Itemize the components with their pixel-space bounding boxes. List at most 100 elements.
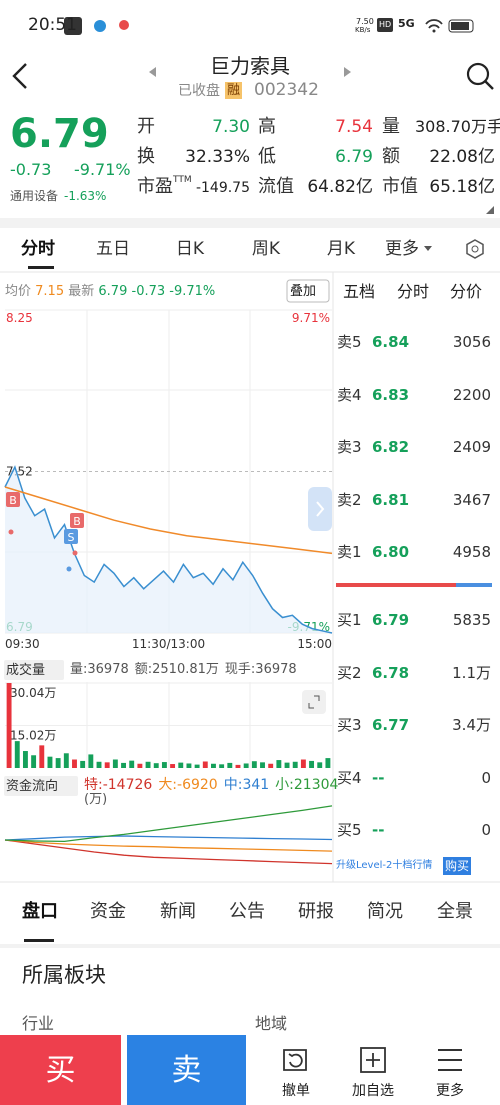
book-tab[interactable]: 分价 [450,282,483,301]
volume-title[interactable]: 成交量 [6,663,46,678]
upgrade-link[interactable]: 升级Level-2十档行情 [336,860,433,871]
period-tab[interactable]: 日K [175,239,205,259]
stat-value: 7.30 [212,117,250,137]
trade-marker-label: B [9,494,17,507]
cancel-order[interactable]: 撤单 [282,1083,310,1099]
detail-tab[interactable]: 研报 [298,901,334,922]
book-price: -- [372,821,385,839]
volume-bar [211,763,216,768]
book-volume: 4958 [452,543,491,561]
volume-bar [300,759,306,768]
book-price: 6.79 [372,611,410,629]
volume-bar [235,764,241,768]
stat-value: 32.33% [185,147,250,167]
volume-bar [88,754,94,768]
flow-unit: (万) [84,792,108,807]
book-volume: 5835 [452,611,491,629]
x-tick-label: 15:00 [297,637,332,651]
y-tick-label: 15.02万 [10,729,56,743]
volume-bar [268,763,274,768]
period-tab[interactable]: 月K [326,239,356,259]
flow-line [4,839,333,852]
flow-stats: 特:-14726 大:-6920 中:341 小:21304 [84,778,344,792]
stat-label-sup: TTM [173,175,192,185]
detail-tab[interactable]: 新闻 [160,901,196,922]
book-volume: 0 [481,821,491,839]
flow-label: 特: [84,777,103,793]
book-label: 卖5 [337,333,362,351]
flow-label: 小: [275,777,294,793]
sector-change: -1.63% [64,189,107,203]
trade-dot [66,566,72,572]
avg-line [4,486,333,555]
detail-tab[interactable]: 资金 [90,901,126,922]
book-label: 卖1 [337,543,362,561]
margin-badge: 融 [225,82,243,99]
stat-value: 36978 [255,662,297,677]
book-volume: 2409 [452,438,491,456]
stat-label: 现手: [224,662,256,677]
stat-value: 65.18亿 [429,177,495,197]
volume-bar [72,759,77,768]
avg-price: 7.15 [35,284,65,299]
volume-bar [161,762,167,768]
buy-level2[interactable]: 购买 [445,859,470,873]
stat-label: 额 [382,146,400,167]
book-volume: 0 [481,768,491,787]
period-tab[interactable]: 更多 [385,239,419,259]
trade-marker-label: B [73,515,81,528]
volume-bar [219,764,225,768]
add-watchlist[interactable]: 加自选 [352,1083,394,1099]
period-tab[interactable]: 分时 [21,239,55,259]
stat-value: 36978 [87,662,129,677]
price-change: -0.73 [10,160,52,179]
volume-bar [309,760,315,768]
book-label: 买5 [337,821,362,839]
flow-title[interactable]: 资金流向 [6,779,59,794]
last-price: 6.79 [10,111,109,157]
book-price: 6.77 [372,716,410,734]
clock: 20:51 [28,15,77,35]
network: 5G [398,17,415,30]
volume-bar [260,762,265,768]
detail-tab[interactable]: 全景 [437,901,473,922]
period-tab[interactable]: 五日 [96,239,130,259]
volume-stats: 量:36978 额:2510.81万 现手:36978 [70,663,303,676]
y-tick-label: 30.04万 [10,686,56,700]
period-tab[interactable]: 周K [251,239,281,259]
stat-value: 7.54 [335,117,373,137]
detail-tab[interactable]: 简况 [367,901,403,922]
overlay-button[interactable]: 叠加 [290,284,317,299]
stat-value: 64.82亿 [307,177,373,197]
book-label: 买4 [337,768,362,787]
stat-label: 量: [70,662,88,677]
stat-value: 308.70万手 [415,117,500,136]
chart-info: 均价 7.15 最新 6.79 -0.73 -9.71% [5,285,215,298]
last-price: 6.79 [98,284,128,299]
trade-marker-label: S [68,531,75,544]
book-label: 买1 [337,611,362,629]
stat-label: 高 [258,116,276,137]
volume-bar [39,745,45,768]
book-tab[interactable]: 分时 [397,282,430,301]
volume-bar [96,761,102,768]
buy-button[interactable]: 买 [45,1053,76,1088]
more[interactable]: 更多 [436,1083,464,1099]
volume-bar [80,760,86,768]
volume-bar [14,741,20,768]
book-label: 买3 [337,716,362,734]
volume-bar [178,762,184,768]
book-volume: 1.1万 [452,663,491,682]
volume-bar [292,761,298,768]
sector[interactable]: 通用设备 [10,189,59,203]
book-tab[interactable]: 五档 [343,282,376,301]
stat-label: 市值 [382,176,418,197]
book-price: -- [372,768,385,787]
net-unit: KB/s [355,26,371,34]
x-tick-label: 09:30 [5,637,40,651]
detail-tab[interactable]: 盘口 [22,901,58,922]
detail-tab[interactable]: 公告 [229,901,265,922]
sell-button[interactable]: 卖 [171,1053,202,1088]
